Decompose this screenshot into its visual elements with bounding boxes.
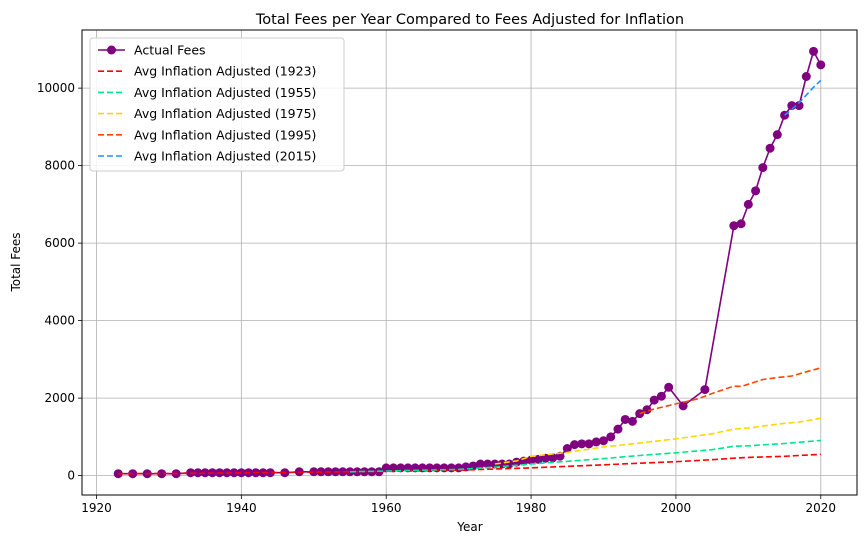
data-point — [570, 440, 580, 450]
legend-item: Avg Inflation Adjusted (1995) — [98, 127, 316, 142]
chart-title: Total Fees per Year Compared to Fees Adj… — [255, 12, 684, 28]
data-point — [758, 163, 768, 173]
legend-label: Actual Fees — [134, 43, 206, 58]
data-point — [512, 457, 522, 467]
data-point — [743, 199, 753, 209]
data-point — [772, 130, 782, 140]
data-point — [229, 468, 239, 478]
series-3 — [494, 417, 821, 465]
data-point — [157, 469, 167, 479]
data-point — [541, 453, 551, 463]
data-point — [309, 467, 319, 477]
data-point — [627, 416, 637, 426]
y-axis-label: Total Fees — [9, 232, 23, 292]
data-point — [526, 455, 536, 465]
series-4 — [639, 367, 822, 415]
data-point — [656, 391, 666, 401]
y-tick-label: 4000 — [44, 314, 75, 328]
data-point — [736, 219, 746, 229]
data-point — [801, 72, 811, 81]
x-axis-ticks: 1920 1940 1960 1980 2000 2020 — [81, 495, 836, 515]
y-tick-label: 0 — [67, 469, 75, 483]
y-tick-label: 8000 — [44, 159, 75, 173]
series-2 — [349, 439, 821, 473]
legend-label: Avg Inflation Adjusted (1995) — [134, 127, 316, 142]
y-tick-label: 10000 — [37, 81, 75, 95]
data-point — [700, 385, 710, 395]
series-5 — [784, 79, 822, 116]
data-point — [816, 60, 826, 70]
data-point — [794, 101, 804, 111]
data-point — [598, 436, 608, 446]
data-point — [613, 424, 623, 434]
legend-item: Avg Inflation Adjusted (1955) — [98, 85, 316, 100]
data-point — [265, 468, 275, 478]
data-point — [338, 467, 348, 477]
legend-label: Avg Inflation Adjusted (2015) — [134, 149, 316, 164]
data-point — [765, 143, 775, 153]
y-tick-label: 6000 — [44, 236, 75, 250]
data-point — [649, 395, 659, 405]
legend-item: Avg Inflation Adjusted (1923) — [98, 64, 316, 79]
data-point — [475, 459, 485, 469]
x-tick-label: 1940 — [226, 501, 257, 515]
x-tick-label: 1920 — [81, 501, 112, 515]
series-line — [639, 367, 822, 415]
legend-label: Avg Inflation Adjusted (1955) — [134, 85, 316, 100]
data-point — [729, 221, 739, 231]
plot-series — [113, 46, 826, 479]
x-axis-label: Year — [456, 520, 482, 534]
legend: Actual Fees Avg Inflation Adjusted (1923)… — [89, 37, 345, 172]
x-tick-label: 2020 — [806, 501, 837, 515]
data-point — [381, 463, 391, 473]
legend-label: Avg Inflation Adjusted (1975) — [134, 106, 316, 121]
x-tick-label: 1960 — [371, 501, 402, 515]
data-point — [483, 459, 493, 469]
x-tick-label: 2000 — [661, 501, 692, 515]
data-point — [577, 439, 587, 449]
y-tick-label: 2000 — [44, 391, 75, 405]
data-point — [664, 382, 674, 392]
data-point — [533, 454, 543, 464]
series-line — [784, 79, 822, 116]
data-point — [236, 468, 246, 478]
y-axis-ticks: 0 2000 4000 6000 8000 10000 — [37, 81, 82, 483]
series-line — [494, 417, 821, 465]
legend-marker — [107, 45, 116, 55]
legend-box — [89, 37, 345, 172]
data-point — [193, 468, 203, 478]
series-line — [349, 439, 821, 473]
legend-item: Actual Fees — [98, 43, 206, 58]
plot-frame — [81, 29, 858, 496]
legend-item: Avg Inflation Adjusted (2015) — [98, 149, 316, 164]
data-point — [345, 467, 355, 477]
data-point — [591, 437, 601, 447]
data-point — [548, 453, 558, 463]
data-point — [584, 439, 594, 449]
data-point — [678, 401, 688, 411]
data-point — [751, 186, 761, 196]
data-point — [562, 444, 572, 453]
x-tick-label: 1980 — [516, 501, 547, 515]
data-point — [809, 46, 819, 56]
legend-label: Avg Inflation Adjusted (1923) — [134, 64, 316, 79]
data-point — [620, 414, 630, 424]
legend-item: Avg Inflation Adjusted (1975) — [98, 106, 316, 121]
series-1 — [118, 453, 821, 475]
series-line — [118, 453, 821, 475]
data-point — [606, 432, 616, 442]
